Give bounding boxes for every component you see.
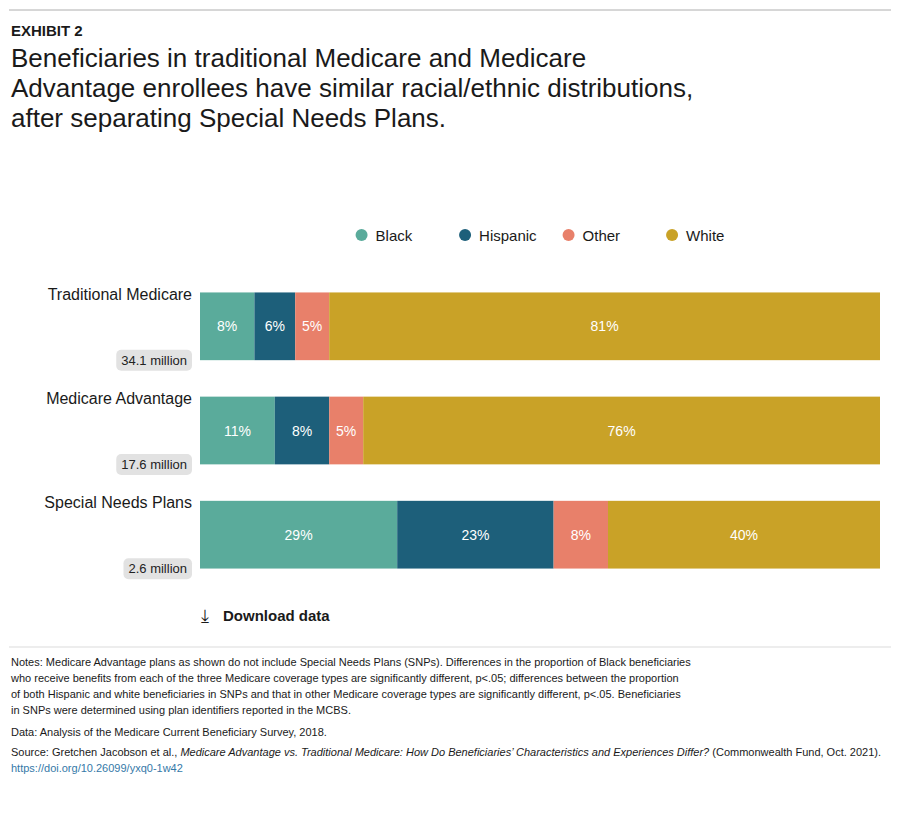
bar-segment — [329, 397, 363, 465]
bar-segment — [275, 397, 329, 465]
download-icon: ⤓ — [201, 605, 209, 626]
legend-swatch — [356, 229, 368, 241]
legend-label: Other — [583, 227, 621, 244]
source-prefix: Source: Gretchen Jacobson et al., — [11, 746, 180, 758]
legend-swatch — [666, 229, 678, 241]
notes: Notes: Medicare Advantage plans as shown… — [11, 655, 887, 719]
data-labels: 8% 6% 5% 81% 11% 8% 5% 76% 29% 23% 8% 40% — [217, 318, 758, 542]
source-suffix: (Commonwealth Fund, Oct. 2021). — [709, 746, 881, 758]
data-label: 5% — [336, 423, 356, 439]
bar-segment — [329, 292, 880, 360]
category-label: Special Needs Plans — [44, 494, 192, 511]
download-text: Download data — [223, 607, 330, 624]
source-title: Medicare Advantage vs. Traditional Medic… — [180, 746, 709, 758]
legend-label: White — [686, 227, 724, 244]
bar-segment — [397, 501, 553, 569]
legend: Black Hispanic Other White — [356, 227, 725, 244]
category-subtitle: 2.6 million — [128, 561, 187, 576]
data-note: Data: Analysis of the Medicare Current B… — [11, 725, 887, 741]
exhibit-label: EXHIBIT 2 — [11, 22, 83, 39]
source-url: https://doi.org/10.26099/yxq0-1w42 — [11, 762, 183, 774]
source: Source: Gretchen Jacobson et al., Medica… — [11, 745, 887, 777]
legend-swatch — [563, 229, 575, 241]
data-label: 29% — [285, 527, 313, 543]
subtitle-box — [116, 350, 192, 371]
data-label: 8% — [217, 318, 237, 334]
bar-segment — [363, 397, 880, 465]
title: Beneficiaries in traditional Medicare an… — [11, 44, 887, 134]
top-rule — [9, 10, 891, 11]
subtitle-box — [123, 558, 192, 579]
data-label: 11% — [224, 423, 251, 439]
bar-segment — [295, 292, 329, 360]
bars — [200, 292, 880, 568]
bar-segment — [200, 397, 275, 465]
bar-segment — [608, 501, 880, 569]
bar-segment — [200, 292, 254, 360]
category-subtitle: 17.6 million — [121, 457, 187, 472]
footer: Notes: Medicare Advantage plans as shown… — [11, 655, 887, 777]
bar-segment — [254, 292, 295, 360]
category-label: Medicare Advantage — [46, 390, 192, 407]
bar-segment — [200, 501, 397, 569]
data-label: 8% — [571, 527, 591, 543]
data-label: 81% — [591, 318, 619, 334]
data-label: 5% — [302, 318, 322, 334]
data-label: 8% — [292, 423, 312, 439]
legend-label: Black — [376, 227, 413, 244]
legend-label: Hispanic — [479, 227, 537, 244]
subtitle-box — [116, 454, 192, 475]
data-label: 76% — [608, 423, 636, 439]
bar-segment — [554, 501, 608, 569]
data-label: 23% — [461, 527, 489, 543]
data-label: 40% — [730, 527, 758, 543]
data-label: 6% — [265, 318, 285, 334]
category-label: Traditional Medicare — [48, 286, 192, 303]
legend-swatch — [459, 229, 471, 241]
separator — [9, 647, 891, 648]
category-subtitle: 34.1 million — [121, 353, 187, 368]
